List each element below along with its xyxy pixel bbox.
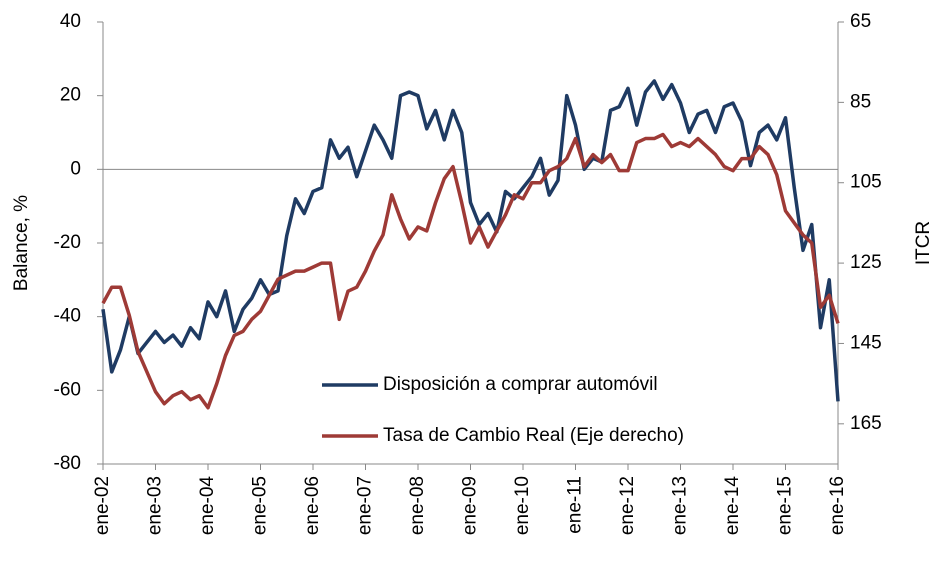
x-tick-label: ene-04 <box>197 476 218 536</box>
x-tick-label: ene-12 <box>617 476 638 535</box>
x-tick-label: ene-03 <box>145 476 166 535</box>
x-tick-label: ene-13 <box>670 476 691 535</box>
y2-tick-label: 85 <box>850 91 871 112</box>
legend-label: Tasa de Cambio Real (Eje derecho) <box>383 425 684 446</box>
x-tick-label: ene-16 <box>827 476 848 535</box>
y2-axis-label: ITCR <box>913 221 934 265</box>
x-tick-label: ene-09 <box>460 476 481 535</box>
series-line <box>101 132 840 410</box>
x-tick-label: ene-08 <box>407 476 428 535</box>
legend-label: Disposición a comprar automóvil <box>383 374 658 395</box>
y-tick-label: 20 <box>60 85 81 106</box>
x-tick-label: ene-10 <box>512 476 533 535</box>
y-tick-label: 0 <box>70 158 81 179</box>
y2-tick-label: 125 <box>850 252 882 273</box>
x-tick-label: ene-14 <box>722 476 743 536</box>
x-tick-label: ene-06 <box>302 476 323 535</box>
y-tick-label: -20 <box>54 232 81 253</box>
y-tick-label: -40 <box>54 306 81 327</box>
y-tick-label: 40 <box>60 11 81 32</box>
x-tick-label: ene-02 <box>92 476 113 535</box>
y2-tick-label: 105 <box>850 172 882 193</box>
x-tick-label: ene-15 <box>775 476 796 535</box>
y2-tick-label: 65 <box>850 11 871 32</box>
y2-tick-label: 145 <box>850 332 882 353</box>
y2-tick-label: 165 <box>850 413 882 434</box>
y-tick-label: -80 <box>54 453 81 474</box>
x-tick-label: ene-07 <box>355 476 376 535</box>
x-tick-label: ene-11 <box>565 476 586 534</box>
x-tick-label: ene-05 <box>250 476 271 535</box>
series-line <box>101 79 840 402</box>
y-tick-label: -60 <box>54 379 81 400</box>
y-axis-label: Balance, % <box>11 195 32 291</box>
